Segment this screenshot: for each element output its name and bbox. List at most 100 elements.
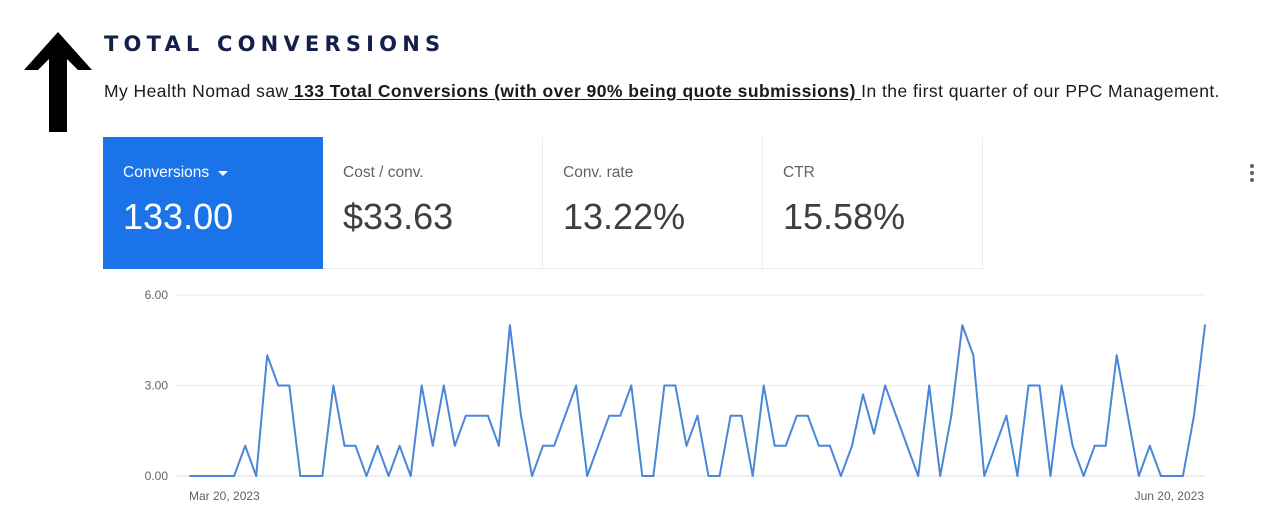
- data-point: [542, 444, 544, 447]
- data-point: [1159, 475, 1162, 477]
- data-point: [784, 444, 787, 447]
- data-point: [840, 475, 842, 477]
- data-point: [464, 414, 467, 417]
- data-point: [1137, 475, 1140, 477]
- data-point: [343, 444, 346, 447]
- data-point: [222, 475, 224, 477]
- data-point: [961, 324, 964, 327]
- data-point: [211, 475, 213, 477]
- data-point: [498, 444, 500, 447]
- data-point: [1171, 475, 1173, 477]
- scorecard-conv-rate[interactable]: Conv. rate 13.22%: [543, 137, 763, 269]
- series-line: [190, 324, 1206, 477]
- data-point: [1027, 384, 1030, 387]
- scorecard-label: CTR: [783, 164, 815, 181]
- data-point: [1104, 444, 1107, 447]
- data-point: [475, 414, 478, 417]
- data-point: [707, 475, 710, 477]
- scorecard-ctr[interactable]: CTR 15.58%: [763, 137, 983, 269]
- data-point: [1005, 414, 1008, 417]
- data-point: [420, 384, 423, 387]
- data-point: [442, 384, 445, 387]
- data-point: [895, 414, 897, 417]
- data-point: [983, 475, 986, 477]
- data-point: [696, 414, 699, 417]
- data-point: [950, 414, 953, 417]
- data-point: [387, 475, 390, 477]
- data-point: [244, 444, 247, 447]
- data-point: [575, 384, 578, 387]
- data-point: [288, 384, 291, 387]
- y-tick-label: 0.00: [145, 469, 169, 483]
- data-point: [553, 444, 555, 447]
- data-point: [851, 444, 853, 447]
- data-point: [1060, 384, 1063, 387]
- data-point: [200, 475, 202, 477]
- data-point: [321, 475, 324, 477]
- data-point: [531, 475, 533, 477]
- data-point: [619, 414, 622, 417]
- data-point: [906, 444, 909, 447]
- data-point: [652, 475, 655, 477]
- data-point: [663, 384, 666, 387]
- chart-grid: [175, 294, 1205, 477]
- data-point: [917, 475, 920, 477]
- y-tick-label: 6.00: [145, 288, 169, 302]
- data-point: [409, 475, 412, 477]
- data-point: [332, 384, 335, 387]
- data-point: [365, 475, 368, 477]
- data-point: [828, 444, 831, 447]
- data-point: [939, 475, 942, 477]
- data-point: [1204, 324, 1206, 327]
- data-point: [1182, 475, 1184, 477]
- data-point: [486, 414, 489, 417]
- intro-suffix: In the first quarter of our PPC Manageme…: [861, 81, 1220, 101]
- data-point: [1148, 444, 1151, 447]
- data-point: [1093, 444, 1096, 447]
- data-point: [299, 475, 302, 477]
- data-point: [453, 444, 456, 447]
- data-point: [740, 414, 743, 417]
- data-point: [1082, 475, 1085, 477]
- y-axis: 6.00 3.00 0.00: [145, 288, 169, 483]
- data-point: [806, 414, 809, 417]
- data-point: [597, 444, 600, 447]
- more-vert-icon[interactable]: [1246, 164, 1258, 186]
- data-point: [873, 432, 875, 435]
- y-tick-label: 3.00: [145, 379, 169, 393]
- caret-down-icon[interactable]: [218, 170, 229, 176]
- up-arrow-icon: [24, 32, 92, 132]
- data-point: [773, 444, 776, 447]
- scorecard-value: 133.00: [123, 196, 234, 237]
- data-point: [564, 414, 567, 417]
- data-point: [509, 324, 511, 327]
- scorecards: Conversions 133.00 Cost / conv. $33.63 C…: [103, 137, 984, 269]
- scorecard-cost-per-conv[interactable]: Cost / conv. $33.63: [323, 137, 543, 269]
- scorecard-conversions[interactable]: Conversions 133.00: [103, 137, 323, 269]
- scorecard-value: $33.63: [343, 196, 454, 237]
- data-point: [376, 444, 379, 447]
- scorecard-label: Conv. rate: [563, 164, 634, 181]
- page-title: TOTAL CONVERSIONS: [104, 32, 446, 56]
- data-point: [266, 354, 269, 357]
- data-point: [630, 384, 633, 387]
- data-point: [817, 444, 820, 447]
- data-point: [862, 393, 864, 396]
- data-point: [674, 384, 677, 387]
- data-point: [994, 444, 997, 447]
- data-point: [398, 444, 401, 447]
- x-tick-label: Jun 20, 2023: [1135, 489, 1205, 503]
- data-point: [762, 384, 765, 387]
- scorecard-label[interactable]: Conversions: [123, 162, 322, 184]
- data-point: [310, 475, 313, 477]
- x-axis: Mar 20, 2023 Jun 20, 2023: [189, 489, 1204, 503]
- data-point: [685, 444, 688, 447]
- data-point: [1115, 354, 1118, 357]
- data-point: [1071, 444, 1074, 447]
- scorecard-value: 13.22%: [563, 196, 686, 237]
- data-point: [354, 444, 357, 447]
- scorecard-label: Cost / conv.: [343, 164, 424, 181]
- data-point: [884, 384, 886, 387]
- chart-series: [189, 324, 1206, 477]
- data-point: [586, 475, 589, 477]
